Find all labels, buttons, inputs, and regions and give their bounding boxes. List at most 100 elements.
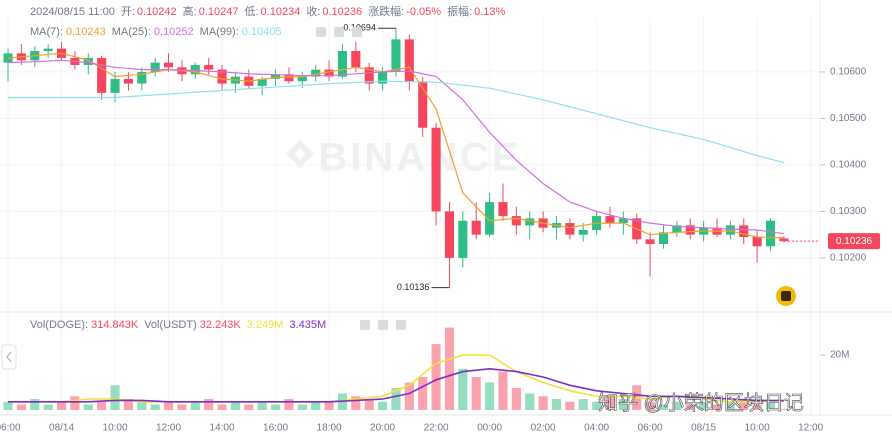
- volume-bar: [511, 388, 521, 410]
- labels: 0.10600 0.10500 0.10400 0.10300 0.10200 06:00…: [0, 4, 873, 434]
- volume-bar: [204, 399, 214, 410]
- header-label: 低:: [244, 5, 258, 18]
- volume-bar: [97, 401, 107, 410]
- candle-body: [779, 238, 789, 242]
- candle-body: [257, 78, 267, 86]
- volume-bar: [418, 377, 428, 410]
- volume-bar: [378, 401, 388, 410]
- candle-body: [498, 202, 508, 217]
- x-tick-label: 08/15: [691, 423, 716, 434]
- volume-bar: [525, 393, 535, 410]
- volume-bar: [658, 404, 669, 410]
- button-glyph: [781, 291, 791, 301]
- volume-bar: [538, 396, 548, 410]
- x-tick-label: 22:00: [424, 423, 449, 434]
- collapse-tab[interactable]: [1, 344, 17, 370]
- close-icon[interactable]: [396, 320, 406, 330]
- settings-icon[interactable]: [334, 27, 344, 37]
- volume-bar: [70, 396, 80, 410]
- close-icon[interactable]: [352, 27, 362, 37]
- candle-body: [284, 74, 294, 82]
- volume-bar: [110, 385, 120, 410]
- header-value: 0.13%: [474, 6, 505, 18]
- candle-body: [578, 230, 588, 235]
- x-tick-label: 18:00: [317, 423, 342, 434]
- x-tick-label: 02:00: [531, 423, 556, 434]
- volume-bar: [551, 399, 562, 410]
- volume-bar: [685, 404, 695, 410]
- y-tick-label: 20M: [830, 350, 849, 361]
- candle-body: [311, 69, 321, 77]
- legend-label: MA(99):: [200, 26, 239, 38]
- volume-bar: [230, 401, 240, 410]
- ma-line: [7, 59, 784, 235]
- volume-legend-label: Vol(USDT): [144, 319, 197, 331]
- header-value: 0.10242: [137, 6, 177, 18]
- candle-body: [43, 48, 53, 52]
- candle-body: [137, 71, 147, 84]
- candle-body: [110, 78, 120, 93]
- volume-bar: [431, 344, 441, 410]
- volume-bar: [123, 399, 133, 410]
- legend-label: MA(25):: [112, 26, 151, 38]
- candle-body: [217, 69, 227, 84]
- legend-label: MA(7):: [30, 26, 63, 38]
- candle-body: [765, 220, 776, 247]
- header-label: 涨跌幅:: [368, 4, 404, 18]
- volume-bar: [83, 404, 93, 410]
- candle-body: [190, 64, 200, 75]
- x-tick-label: 10:00: [103, 423, 128, 434]
- volume-bar: [43, 404, 53, 410]
- candle-body: [672, 225, 682, 233]
- candle-body: [431, 127, 441, 212]
- chevron: [6, 351, 12, 363]
- volume-ma-line: [8, 367, 784, 403]
- legend-value: 0.10243: [66, 26, 106, 38]
- marks: [3, 27, 880, 410]
- volume-legend-label: Vol(DOGE):: [30, 319, 88, 331]
- candle-body: [83, 57, 93, 65]
- candle-body: [418, 81, 428, 128]
- header-value: 0.10247: [199, 6, 239, 18]
- candle-body: [511, 216, 521, 226]
- eye-icon[interactable]: [360, 320, 370, 330]
- header-value: 0.10234: [261, 6, 301, 18]
- side-tab[interactable]: [1, 344, 17, 370]
- y-tick-label: 0.10500: [830, 113, 867, 124]
- volume-bar: [297, 404, 307, 410]
- candle-body: [525, 218, 535, 226]
- volume-bar: [605, 396, 615, 410]
- volume-bar: [324, 401, 334, 410]
- volume-bar: [765, 401, 776, 410]
- eye-icon[interactable]: [316, 27, 326, 37]
- volume-bar: [725, 401, 735, 410]
- volume-ma-line: [8, 354, 784, 403]
- last-price-tag: [828, 233, 880, 250]
- volume-bar: [498, 371, 508, 410]
- settings-icon[interactable]: [378, 320, 388, 330]
- volume-bar: [351, 396, 361, 410]
- x-tick-label: 20:00: [370, 423, 395, 434]
- ma-tools[interactable]: [316, 27, 362, 37]
- volume-bar: [164, 401, 174, 410]
- candle-body: [164, 62, 174, 68]
- vol-tools[interactable]: [360, 320, 406, 330]
- candle-body: [565, 223, 575, 235]
- candle-body: [297, 76, 307, 82]
- header-label: 高:: [183, 4, 197, 18]
- volume-bar: [699, 401, 709, 410]
- quick-button[interactable]: [776, 286, 796, 306]
- volume-bar: [739, 399, 749, 410]
- candle-body: [645, 239, 655, 244]
- y-tick-label: 0.10300: [830, 206, 867, 217]
- candle-body: [618, 218, 628, 224]
- x-tick-label: 12:00: [798, 423, 823, 434]
- candle-body: [658, 232, 669, 244]
- volume-ma-value: 3.249M: [247, 319, 284, 331]
- volume-bar: [150, 404, 160, 410]
- volume-bar: [244, 404, 254, 410]
- legend-value: 0.10252: [154, 26, 194, 38]
- volume-bar: [404, 382, 414, 410]
